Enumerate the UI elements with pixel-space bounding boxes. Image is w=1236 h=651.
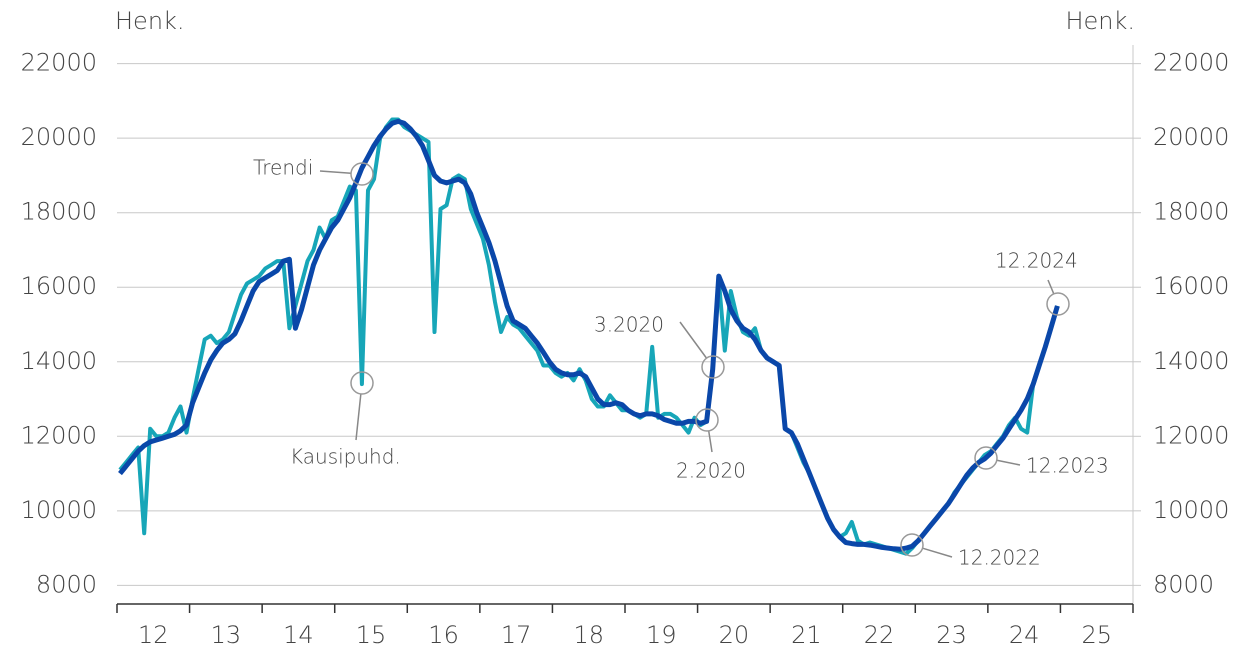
y2-tick-label: 10000 bbox=[1153, 496, 1229, 524]
y-axis-label: Henk. bbox=[115, 7, 185, 35]
y-tick-label: 12000 bbox=[21, 421, 97, 449]
x-tick-label: 19 bbox=[646, 621, 677, 649]
series-line bbox=[118, 118, 1060, 552]
annotation-circle bbox=[695, 408, 719, 432]
annotation: 12.2022 bbox=[958, 546, 1041, 570]
x-tick-label: 24 bbox=[1009, 621, 1040, 649]
annotation-circle bbox=[701, 355, 725, 379]
annotation-leader bbox=[355, 393, 362, 441]
y2-axis-label: Henk. bbox=[1065, 7, 1135, 35]
annotation-leader bbox=[996, 459, 1021, 466]
annotation-leader bbox=[922, 547, 953, 558]
y-tick-label: 16000 bbox=[21, 272, 97, 300]
x-tick-label: 20 bbox=[719, 621, 750, 649]
x-tick-label: 17 bbox=[501, 621, 532, 649]
annotation-circle bbox=[900, 533, 924, 557]
annotation-circle bbox=[350, 162, 374, 186]
x-tick-label: 13 bbox=[211, 621, 242, 649]
x-tick-label: 22 bbox=[864, 621, 895, 649]
annotation: 12.2024 bbox=[995, 249, 1078, 273]
y-tick-label: 10000 bbox=[21, 496, 97, 524]
x-tick-label: 21 bbox=[791, 621, 822, 649]
y-tick-label: 18000 bbox=[21, 198, 97, 226]
y2-tick-label: 16000 bbox=[1153, 272, 1229, 300]
x-tick-label: 23 bbox=[936, 621, 967, 649]
annotation-leader bbox=[679, 321, 708, 359]
x-tick-label: 12 bbox=[138, 621, 169, 649]
y-tick-label: 8000 bbox=[36, 570, 97, 598]
y2-tick-label: 8000 bbox=[1153, 570, 1214, 598]
annotation-circle bbox=[974, 446, 998, 470]
annotation: Trendi bbox=[253, 156, 313, 180]
y-tick-label: 20000 bbox=[21, 123, 97, 151]
x-tick-label: 14 bbox=[283, 621, 314, 649]
annotation-leader bbox=[1047, 279, 1055, 295]
annotation: 12.2023 bbox=[1026, 454, 1109, 478]
annotation: 2.2020 bbox=[676, 459, 746, 483]
annotation-leader bbox=[707, 430, 713, 453]
y2-tick-label: 18000 bbox=[1153, 198, 1229, 226]
annotation: Kausipuhd. bbox=[290, 445, 401, 469]
x-tick-label: 18 bbox=[573, 621, 604, 649]
x-tick-label: 25 bbox=[1081, 621, 1112, 649]
y2-tick-label: 22000 bbox=[1153, 49, 1229, 77]
y2-tick-label: 20000 bbox=[1153, 123, 1229, 151]
x-tick-label: 15 bbox=[356, 621, 387, 649]
series-line bbox=[118, 117, 1060, 556]
y2-tick-label: 12000 bbox=[1153, 421, 1229, 449]
annotation-circle bbox=[350, 371, 374, 395]
annotation-leader bbox=[319, 170, 352, 174]
y2-tick-label: 14000 bbox=[1153, 347, 1229, 375]
annotation-circle bbox=[1046, 292, 1070, 316]
x-tick-label: 16 bbox=[428, 621, 459, 649]
y-tick-label: 14000 bbox=[21, 347, 97, 375]
annotation: 3.2020 bbox=[594, 313, 664, 337]
y-tick-label: 22000 bbox=[21, 49, 97, 77]
